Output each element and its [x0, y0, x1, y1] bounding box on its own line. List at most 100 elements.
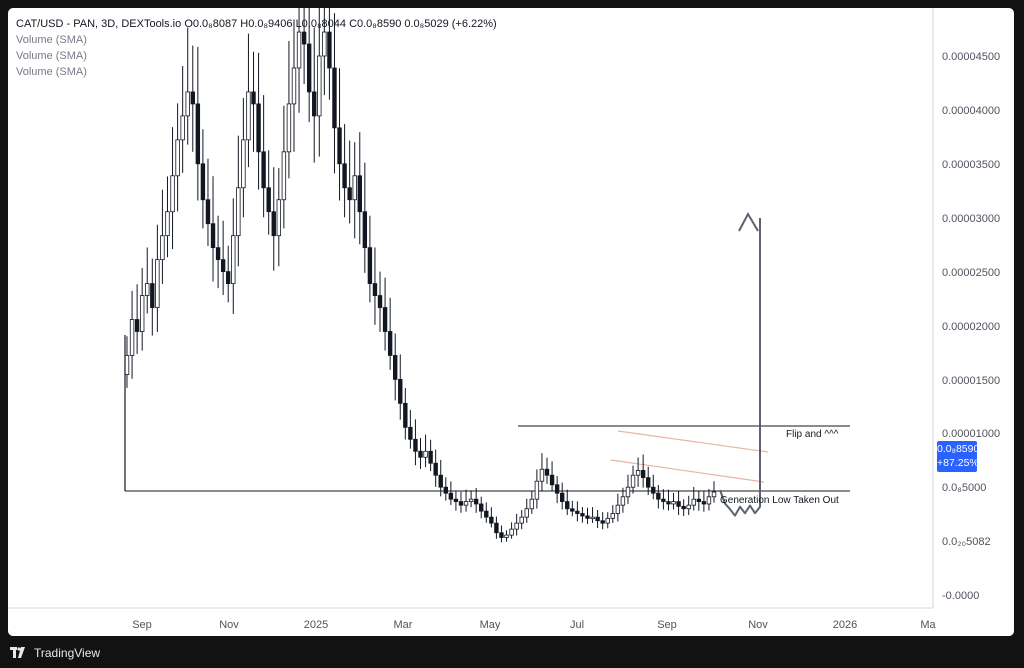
- candle-body: [180, 115, 185, 141]
- x-tick-label: 2025: [304, 619, 328, 631]
- candle-body: [671, 501, 676, 505]
- candle-body: [155, 259, 160, 308]
- candle-body: [666, 501, 671, 505]
- indicator-volume-1[interactable]: Volume (SMA): [16, 34, 87, 46]
- candle-body: [433, 462, 438, 476]
- candle-body: [195, 103, 201, 165]
- y-tick-label: 0.0₂₀5082: [942, 536, 991, 548]
- candle-body: [676, 501, 681, 507]
- candle-body: [286, 103, 292, 153]
- candle-body: [565, 501, 570, 510]
- generation-low-annotation: Generation Low Taken Out: [720, 495, 839, 506]
- footer-bar: TradingView: [0, 636, 1024, 668]
- last-price-tag: 0.0₈8590 +87.25%: [937, 441, 980, 472]
- candle-body: [372, 283, 378, 296]
- ohlc-values: O0.0₈8087 H0.0₈9406 L0.0₈8044 C0.0₈8590 …: [184, 18, 497, 30]
- candle-body: [640, 470, 646, 479]
- candle-body: [651, 486, 656, 494]
- x-tick-label: Sep: [657, 619, 677, 631]
- candle-body: [575, 510, 580, 514]
- candle-body: [296, 31, 302, 69]
- candle-body: [711, 491, 717, 498]
- candle-body: [656, 492, 661, 500]
- candle-body: [428, 450, 433, 464]
- x-tick-label: May: [480, 619, 501, 631]
- tradingview-logo[interactable]: TradingView: [10, 646, 100, 660]
- candle-body: [246, 91, 251, 141]
- candle-body: [236, 187, 241, 237]
- y-tick-label: 0.00001500: [942, 375, 1000, 387]
- candle-body: [549, 474, 555, 486]
- candle-body: [226, 271, 231, 284]
- candle-body: [124, 355, 130, 376]
- flip-annotation: Flip and ^^^: [786, 429, 839, 440]
- y-tick-label: 0.00001000: [942, 428, 1000, 440]
- candle-body: [261, 151, 266, 189]
- candle-body: [681, 505, 686, 510]
- candle-body: [706, 496, 712, 505]
- candle-body: [544, 468, 550, 476]
- x-tick-label: 2026: [833, 619, 857, 631]
- candle-body: [494, 522, 499, 534]
- candle-body: [139, 295, 145, 332]
- indicator-volume-2[interactable]: Volume (SMA): [16, 50, 87, 62]
- y-tick-label: 0.00004500: [942, 51, 1000, 63]
- candle-body: [205, 199, 211, 225]
- candle-body: [580, 513, 585, 517]
- candle-body: [210, 223, 216, 249]
- candle-body: [696, 498, 702, 502]
- symbol-line[interactable]: CAT/USD - PAN, 3D, DEXTools.io O0.0₈8087…: [16, 16, 497, 32]
- candle-body: [559, 492, 565, 502]
- candle-body: [499, 532, 504, 538]
- tradingview-icon: [10, 647, 25, 658]
- candle-body: [387, 331, 393, 356]
- x-tick-label: Mar: [394, 619, 413, 631]
- candle-body: [150, 283, 155, 308]
- candle-body: [615, 504, 621, 514]
- candle-body: [185, 91, 190, 117]
- candle-body: [701, 501, 707, 505]
- candle-body: [271, 211, 276, 237]
- candle-body: [134, 319, 140, 332]
- chart-canvas[interactable]: 0.00004500 0.00004000 0.00003500 0.00003000…: [8, 8, 1014, 636]
- candle-body: [200, 163, 206, 201]
- candle-body: [301, 31, 307, 45]
- indicator-volume-3[interactable]: Volume (SMA): [16, 66, 87, 78]
- candle-body: [291, 67, 297, 105]
- candle-body: [590, 516, 595, 520]
- candle-body: [661, 498, 666, 502]
- candle-body: [175, 139, 180, 177]
- candle-body: [625, 486, 631, 498]
- candle-body: [377, 295, 383, 308]
- last-price: 0.0₈8590: [937, 443, 980, 455]
- symbol-title[interactable]: CAT/USD - PAN, 3D, DEXTools.io: [16, 18, 182, 30]
- candle-body: [241, 139, 246, 189]
- candle-body: [600, 520, 605, 524]
- y-tick-label: 0.00004000: [942, 105, 1000, 117]
- y-tick-label: 0.00002000: [942, 321, 1000, 333]
- x-tick-label: Nov: [219, 619, 239, 631]
- candle-body: [458, 501, 464, 506]
- candle-body: [190, 91, 195, 105]
- projection-arrowhead: [738, 211, 759, 232]
- candle-body: [534, 480, 540, 500]
- candle-body: [554, 484, 560, 494]
- candle-body: [317, 55, 322, 117]
- y-tick-label: -0.0000: [942, 590, 979, 602]
- candle-body: [570, 508, 575, 512]
- x-tick-label: Nov: [748, 619, 768, 631]
- candle-body: [610, 513, 615, 519]
- candle-body: [438, 474, 443, 488]
- candle-body: [463, 501, 469, 506]
- candle-body: [145, 283, 150, 296]
- candle-body: [129, 319, 135, 356]
- candle-body: [630, 474, 636, 488]
- candle-body: [266, 187, 271, 213]
- candle-body: [595, 516, 600, 522]
- candle-body: [443, 486, 449, 494]
- y-tick-label: 0.0₈5000: [942, 482, 986, 494]
- candle-body: [468, 498, 474, 502]
- candle-body: [529, 498, 535, 510]
- candle-body: [408, 426, 413, 440]
- candle-body: [306, 43, 312, 93]
